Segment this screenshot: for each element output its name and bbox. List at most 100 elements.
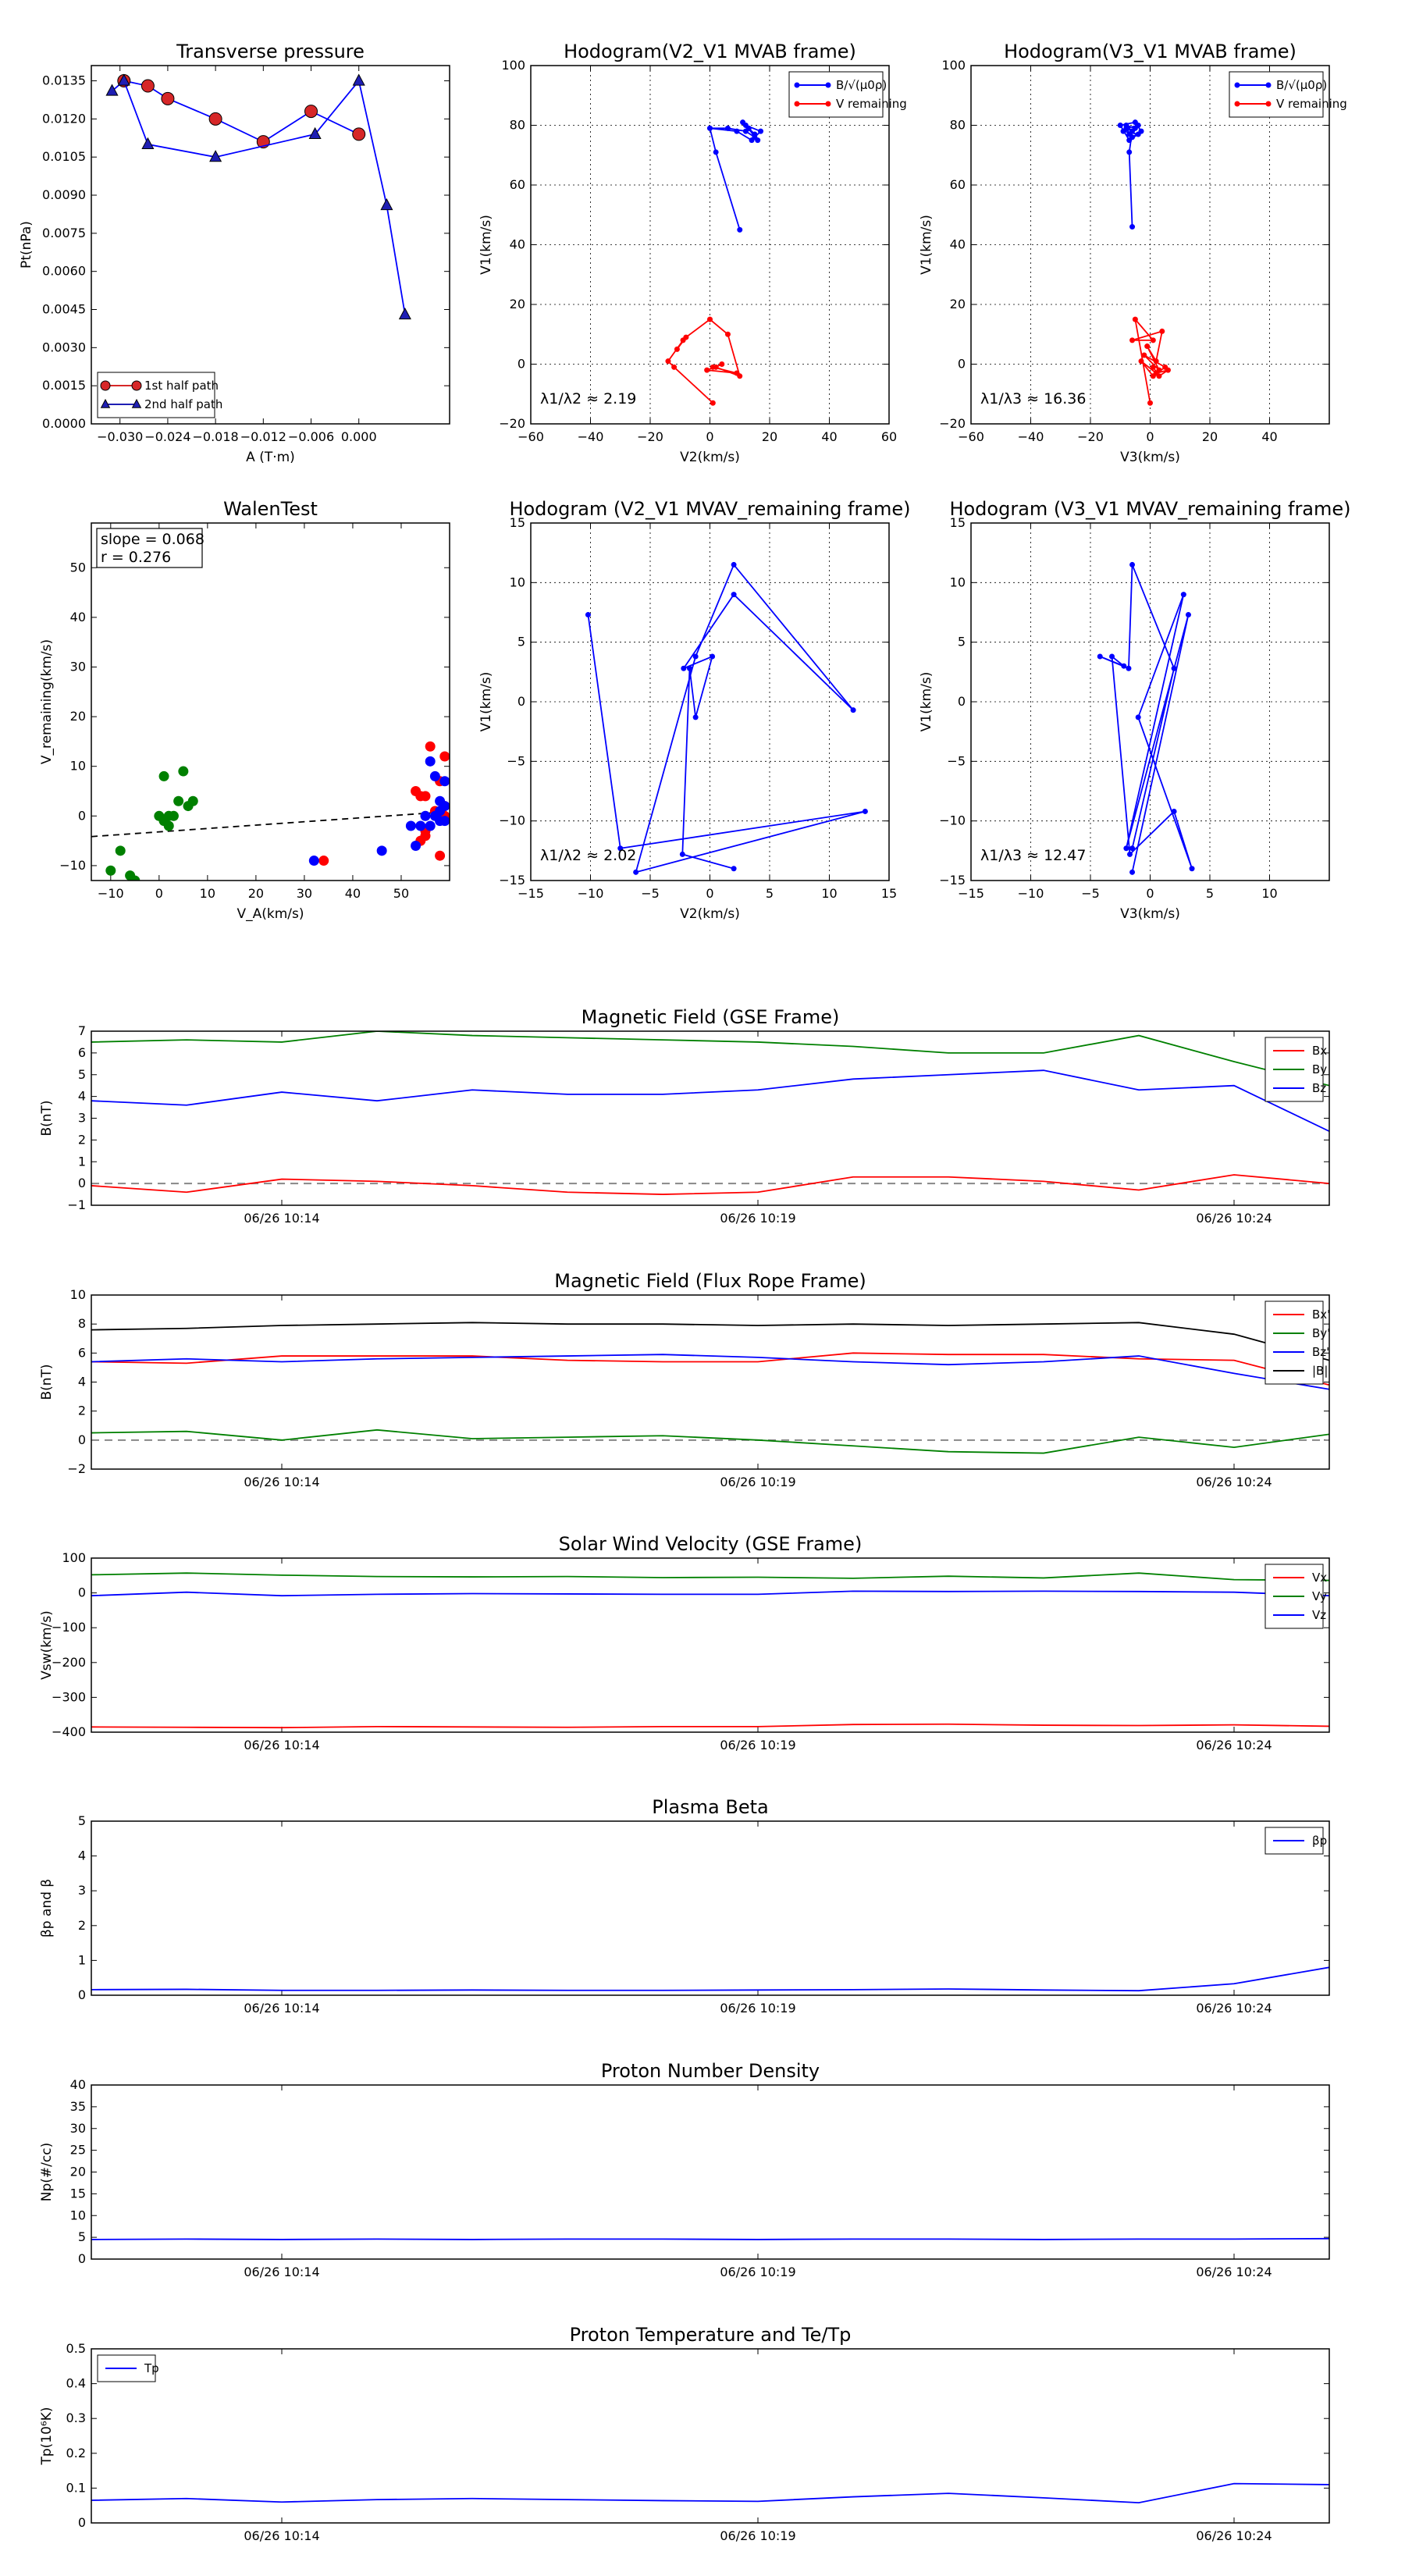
x-tick-label: 06/26 10:19: [720, 2528, 795, 2543]
data-point: [1185, 612, 1191, 618]
eigenvalue-ratio-annotation: λ1/λ3 ≈ 16.36: [980, 390, 1086, 407]
proton-density-chart: 06/26 10:14 06/26 10:19 06/26 10:24 0 5 10 15 2…: [39, 2060, 1330, 2279]
legend-frame: [1229, 71, 1324, 118]
y-tick-label: 25: [70, 2143, 86, 2158]
scatter-point-blue: [420, 810, 431, 821]
y-tick-label: 0: [78, 1432, 86, 1447]
data-point: [692, 714, 699, 720]
y-tick-label: 7: [78, 1023, 86, 1038]
x-tick-label: −10: [578, 886, 604, 901]
plot-frame: [91, 2084, 1330, 2260]
legend-dot: [794, 82, 800, 88]
data-point: [1129, 337, 1136, 343]
y-tick-label: 4: [78, 1089, 86, 1104]
x-tick-label: 10: [200, 886, 215, 901]
y-tick-label: −1: [67, 1197, 86, 1212]
data-point: [704, 367, 710, 373]
x-tick-label: 06/26 10:19: [720, 2265, 795, 2279]
y-tick-label: 0.0075: [42, 226, 86, 240]
y-tick-label: 2: [78, 1918, 86, 1933]
data-point: [1123, 125, 1129, 131]
plasma-beta-chart: 06/26 10:14 06/26 10:19 06/26 10:24 0 1 2 3 4 5 P…: [39, 1796, 1330, 2016]
data-point: [724, 125, 731, 131]
x-tick-label: 06/26 10:24: [1196, 2528, 1272, 2543]
data-marker-circle: [304, 105, 318, 119]
legend: Bx' By' Bz' |B|: [1264, 1300, 1330, 1385]
y-tick-label: 40: [70, 610, 86, 624]
y-tick-label: 8: [78, 1316, 86, 1331]
y-axis-label: V1(km/s): [919, 215, 934, 275]
y-axis-label: V1(km/s): [919, 672, 934, 732]
data-marker-triangle: [308, 126, 322, 139]
y-tick-label: 0.0105: [42, 149, 86, 164]
data-point: [665, 358, 671, 365]
scatter-point-red: [425, 741, 436, 752]
y-tick-label: 0.0090: [42, 187, 86, 202]
x-tick-label: −10: [1018, 886, 1044, 901]
x-axis-label: A (T·m): [246, 450, 295, 465]
legend-label: By': [1312, 1326, 1330, 1340]
x-tick-label: 06/26 10:14: [244, 1211, 319, 1226]
y-tick-label: 6: [78, 1345, 86, 1360]
x-tick-label: −0.018: [193, 429, 239, 444]
x-tick-label: 06/26 10:24: [1196, 2001, 1272, 2016]
legend-label: Vz: [1312, 1608, 1326, 1622]
y-tick-label: 0.0045: [42, 302, 86, 317]
chart-title: Solar Wind Velocity (GSE Frame): [559, 1533, 863, 1555]
data-marker-triangle: [380, 197, 393, 211]
y-tick-label: 4: [78, 1375, 86, 1389]
y-tick-label: 100: [501, 58, 525, 73]
y-tick-label: 6: [78, 1045, 86, 1060]
chart-title: Plasma Beta: [652, 1796, 768, 1818]
y-tick-label: 0: [78, 1585, 86, 1600]
legend: Tp: [97, 2354, 159, 2382]
series-line-By: [91, 1429, 1329, 1454]
legend-label: βp: [1312, 1834, 1327, 1848]
series-line-p: [91, 1966, 1329, 1992]
data-point: [1129, 561, 1136, 568]
y-tick-label: 3: [78, 1883, 86, 1898]
y-tick-label: −10: [939, 813, 966, 828]
data-marker-circle: [100, 380, 111, 391]
y-tick-label: 20: [510, 297, 525, 311]
data-marker-circle: [140, 79, 155, 93]
data-point: [1132, 316, 1138, 322]
x-tick-label: 06/26 10:14: [244, 2001, 319, 2016]
y-tick-label: −10: [59, 858, 86, 873]
y-tick-label: 0: [78, 1987, 86, 2002]
data-point: [862, 808, 868, 814]
chart-title: Hodogram (V3_V1 MVAV_remaining frame): [949, 498, 1350, 520]
y-tick-label: 5: [78, 1813, 86, 1828]
hodogram-mvab-v2-chart: −60 −40 −20 0 20 40 60 −20 0 20 40 60 80 100 Hodogram(…: [478, 41, 907, 465]
legend-dot: [1265, 101, 1272, 107]
y-tick-label: 10: [950, 575, 966, 589]
data-point: [1126, 149, 1133, 155]
x-tick-label: −5: [641, 886, 660, 901]
x-tick-label: −60: [518, 429, 544, 444]
legend: Vx Vy Vz: [1264, 1564, 1327, 1629]
data-point: [1097, 653, 1103, 660]
data-point: [1117, 123, 1123, 128]
data-point: [710, 653, 716, 660]
x-tick-label: 40: [821, 429, 837, 444]
data-point: [1189, 866, 1195, 872]
y-axis-label: V_remaining(km/s): [39, 639, 55, 764]
series-line-Np: [91, 2237, 1329, 2240]
data-marker-triangle: [100, 398, 111, 408]
x-tick-label: 06/26 10:19: [720, 1211, 795, 1226]
data-point: [710, 400, 716, 406]
y-axis-label: V1(km/s): [478, 215, 494, 275]
eigenvalue-ratio-annotation: λ1/λ2 ≈ 2.02: [540, 847, 636, 864]
scatter-point-green: [187, 795, 198, 806]
data-marker-triangle: [131, 398, 142, 408]
x-tick-label: 06/26 10:19: [720, 1738, 795, 1752]
x-tick-label: 06/26 10:19: [720, 2001, 795, 2016]
eigenvalue-ratio-annotation: λ1/λ2 ≈ 2.19: [540, 390, 636, 407]
y-axis-label: V1(km/s): [478, 672, 494, 732]
scatter-point-blue: [405, 820, 416, 831]
x-axis-label: V_A(km/s): [237, 906, 304, 922]
y-axis-label: Tp(10⁶K): [39, 2407, 55, 2465]
scatter-point-green: [158, 770, 169, 781]
y-tick-label: 35: [70, 2099, 86, 2114]
data-point: [731, 561, 737, 568]
